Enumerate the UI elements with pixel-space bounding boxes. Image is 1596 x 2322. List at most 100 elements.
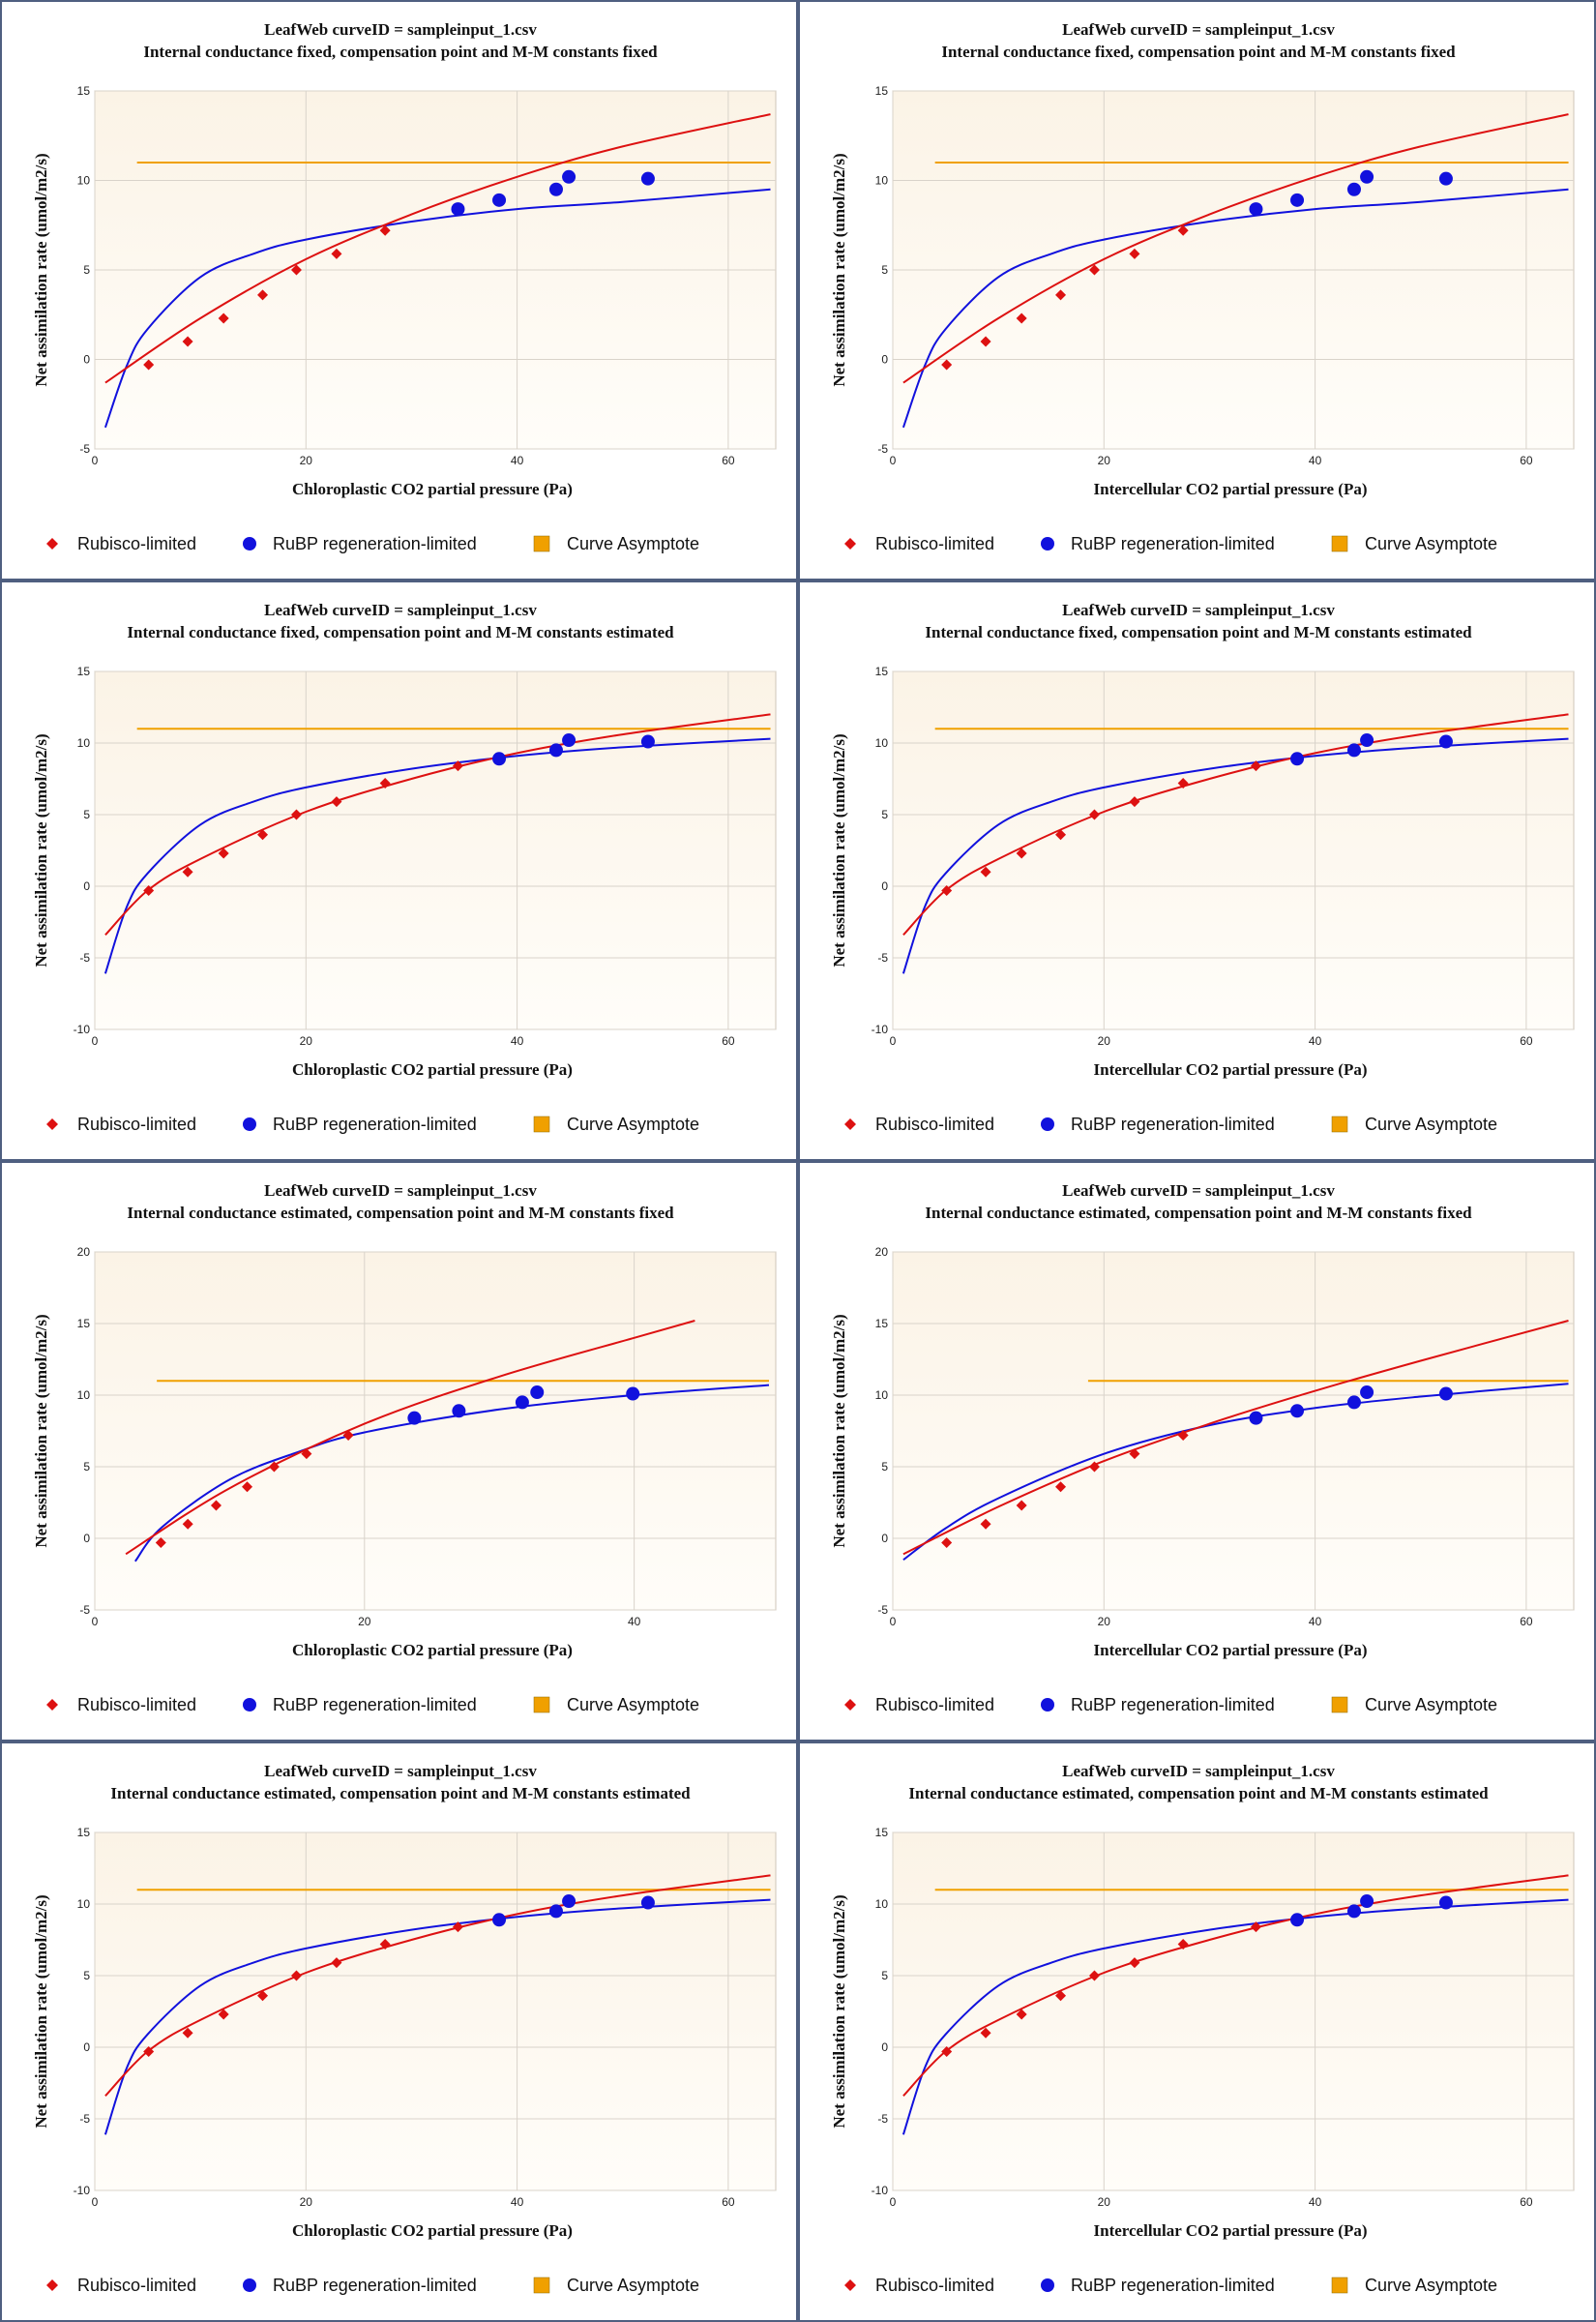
y-tick-label: 5: [881, 808, 888, 821]
rubisco-point: [1055, 1481, 1067, 1493]
y-tick-label: 0: [83, 353, 90, 367]
legend-rubisco-marker: [46, 538, 58, 550]
x-tick-label: 60: [1520, 1034, 1533, 1048]
chart-subtitle: Internal conductance fixed, compensation…: [127, 623, 674, 641]
rubisco-point: [1016, 2009, 1027, 2020]
y-tick-label: -5: [79, 1603, 90, 1617]
legend-rubisco-marker: [46, 2279, 58, 2291]
rubp-point: [1249, 202, 1263, 217]
x-axis-label: Intercellular CO2 partial pressure (Pa): [1094, 2221, 1368, 2240]
y-axis-label: Net assimilation rate (umol/m2/s): [32, 733, 50, 967]
rubp-point: [1346, 1395, 1361, 1410]
legend-asymptote-marker: [533, 535, 550, 552]
y-axis-label: Net assimilation rate (umol/m2/s): [830, 153, 848, 386]
rubisco-point: [182, 336, 193, 347]
plot-area: [94, 670, 777, 1030]
x-tick-label: 40: [1309, 1034, 1322, 1048]
rubisco-point: [182, 866, 193, 878]
rubp-point: [640, 734, 655, 749]
rubp-point: [562, 733, 576, 748]
rubisco-point: [980, 1518, 991, 1530]
chart-panel: LeafWeb curveID = sampleinput_1.csv Inter…: [0, 1161, 798, 1742]
rubisco-fit-curve: [902, 1320, 1569, 1556]
rubisco-point: [1129, 1448, 1140, 1460]
chart-svg: LeafWeb curveID = sampleinput_1.csv Inter…: [830, 601, 1575, 1134]
y-tick-label: 5: [881, 263, 888, 277]
rubisco-point: [210, 1500, 222, 1511]
legend-rubp-label: RuBP regeneration-limited: [273, 1695, 477, 1714]
legend-asymptote-marker: [1331, 1696, 1348, 1713]
y-axis-label: Net assimilation rate (umol/m2/s): [830, 733, 848, 967]
x-tick-label: 40: [511, 1034, 524, 1048]
rubp-point: [515, 1395, 529, 1410]
rubp-point: [1438, 1386, 1453, 1401]
legend-rubisco-marker: [46, 1699, 58, 1711]
rubp-point: [1290, 1913, 1305, 1927]
legend-rubp-marker: [243, 537, 256, 551]
rubisco-point: [452, 760, 463, 772]
x-tick-label: 20: [300, 1034, 313, 1048]
rubp-point: [492, 752, 507, 766]
y-axis-label: Net assimilation rate (umol/m2/s): [32, 153, 50, 386]
rubisco-point: [242, 1481, 253, 1493]
y-tick-label: 15: [77, 665, 91, 678]
plot-area: [892, 1831, 1575, 2191]
chart-panel: LeafWeb curveID = sampleinput_1.csv Inter…: [798, 1742, 1596, 2322]
plot-area: [94, 1251, 777, 1611]
rubisco-point: [257, 289, 269, 301]
x-tick-label: 40: [628, 1615, 641, 1628]
legend-rubp-label: RuBP regeneration-limited: [273, 1115, 477, 1134]
y-tick-label: 15: [875, 1317, 889, 1330]
rubp-point: [1290, 752, 1305, 766]
rubisco-point: [1055, 1990, 1067, 2002]
legend-rubisco-label: Rubisco-limited: [77, 2276, 196, 2295]
rubp-point: [562, 169, 576, 184]
rubisco-fit-curve: [104, 1874, 771, 2097]
rubp-point: [1438, 1895, 1453, 1910]
y-tick-label: -10: [74, 1023, 91, 1036]
x-tick-label: 0: [92, 1034, 99, 1048]
x-tick-label: 60: [722, 2195, 735, 2209]
chart-panel: LeafWeb curveID = sampleinput_1.csv Inter…: [0, 0, 798, 580]
legend-asymptote-label: Curve Asymptote: [1365, 2276, 1497, 2295]
rubisco-point: [290, 1970, 302, 1981]
y-tick-label: 15: [875, 665, 889, 678]
chart-svg: LeafWeb curveID = sampleinput_1.csv Inter…: [830, 1181, 1575, 1714]
rubisco-point: [1177, 1938, 1189, 1950]
rubp-point: [451, 202, 465, 217]
rubp-point: [530, 1385, 545, 1400]
rubisco-point: [1250, 1921, 1261, 1933]
y-tick-label: 10: [77, 174, 91, 188]
x-axis-label: Intercellular CO2 partial pressure (Pa): [1094, 1641, 1368, 1659]
rubp-point: [1360, 733, 1374, 748]
rubisco-point: [1088, 809, 1100, 820]
rubisco-point: [257, 829, 269, 841]
y-tick-label: 0: [881, 353, 888, 367]
rubp-point: [548, 1904, 563, 1919]
x-tick-label: 60: [722, 1034, 735, 1048]
x-tick-label: 0: [92, 2195, 99, 2209]
x-tick-label: 40: [1309, 454, 1322, 467]
rubisco-point: [331, 1957, 342, 1969]
y-tick-label: 20: [77, 1245, 91, 1259]
rubisco-point: [143, 884, 155, 896]
chart-svg: LeafWeb curveID = sampleinput_1.csv Inter…: [32, 601, 777, 1134]
rubisco-fit-curve: [902, 713, 1569, 936]
y-tick-label: 15: [77, 1317, 91, 1330]
y-axis-label: Net assimilation rate (umol/m2/s): [830, 1894, 848, 2128]
legend-asymptote-label: Curve Asymptote: [567, 534, 699, 553]
y-tick-label: 0: [83, 1532, 90, 1545]
rubisco-point: [980, 866, 991, 878]
rubisco-point: [980, 2027, 991, 2039]
rubisco-point: [342, 1429, 354, 1441]
rubp-point: [1360, 1894, 1374, 1909]
x-axis-label: Chloroplastic CO2 partial pressure (Pa): [292, 2221, 573, 2240]
y-axis-label: Net assimilation rate (umol/m2/s): [32, 1894, 50, 2128]
legend-rubisco-label: Rubisco-limited: [77, 1695, 196, 1714]
legend-asymptote-label: Curve Asymptote: [1365, 534, 1497, 553]
chart-subtitle: Internal conductance estimated, compensa…: [127, 1204, 674, 1222]
y-tick-label: 10: [875, 174, 889, 188]
rubp-point: [1346, 1904, 1361, 1919]
rubisco-point: [941, 359, 953, 371]
y-tick-label: -5: [79, 2112, 90, 2126]
